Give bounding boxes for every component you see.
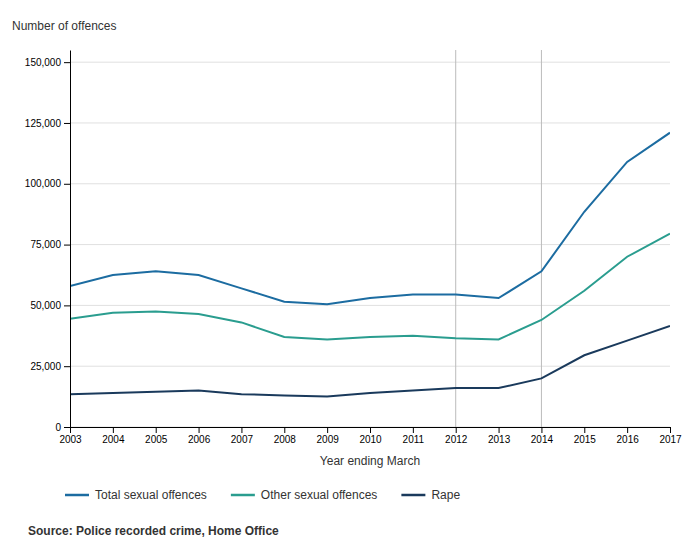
x-tick: 2006 [188,427,211,445]
y-tick-mark [64,123,70,124]
y-tick-label: 0 [55,422,61,433]
grid-line [70,244,670,245]
x-tick-mark [199,427,200,433]
y-tick-mark [64,366,70,367]
x-tick: 2013 [488,427,511,445]
x-tick: 2004 [102,427,125,445]
y-tick-label: 25,000 [30,361,61,372]
grid-line [70,62,670,63]
series-line [70,326,670,397]
y-tick: 0 [55,422,70,433]
x-tick: 2010 [359,427,382,445]
x-tick: 2012 [445,427,468,445]
y-tick: 75,000 [30,239,70,250]
x-tick-mark [456,427,457,433]
x-tick: 2005 [145,427,168,445]
x-tick-label: 2004 [102,434,125,445]
source-note: Source: Police recorded crime, Home Offi… [28,524,279,538]
x-tick: 2008 [274,427,297,445]
legend-label: Rape [431,488,460,502]
x-tick-mark [327,427,328,433]
marks [70,50,670,427]
reference-line [541,50,542,427]
x-tick-label: 2013 [488,434,511,445]
y-tick-mark [64,245,70,246]
y-tick: 150,000 [25,57,70,68]
x-tick-mark [70,427,71,433]
y-tick: 100,000 [25,178,70,189]
x-tick-mark [284,427,285,433]
y-tick-mark [64,184,70,185]
y-tick-mark [64,427,70,428]
x-tick-label: 2012 [445,434,468,445]
x-tick-label: 2015 [574,434,597,445]
grid-line [70,183,670,184]
x-tick-mark [241,427,242,433]
y-tick-label: 150,000 [25,57,62,68]
legend-item: Total sexual offences [65,488,207,502]
x-tick: 2014 [531,427,554,445]
y-tick-label: 50,000 [30,300,61,311]
x-tick: 2003 [59,427,82,445]
x-tick: 2015 [574,427,597,445]
y-axis-title: Number of offences [12,19,117,33]
legend-swatch [65,494,89,497]
y-tick-label: 100,000 [25,178,62,189]
y-tick: 50,000 [30,300,70,311]
plot-area: 2003 2004 2005 2006 2007 2008 2009 2010 2011 2012… [25,50,682,445]
x-tick-label: 2008 [274,434,297,445]
grid-line [70,305,670,306]
x-tick: 2016 [617,427,640,445]
y-tick-label: 75,000 [30,239,61,250]
y-tick-mark [64,305,70,306]
x-tick-label: 2017 [659,434,682,445]
x-tick: 2007 [231,427,254,445]
x-tick-mark [584,427,585,433]
y-tick: 25,000 [30,361,70,372]
x-tick-label: 2010 [359,434,382,445]
legend-item: Rape [401,488,460,502]
legend-item: Other sexual offences [231,488,378,502]
x-axis: 2003 2004 2005 2006 2007 2008 2009 2010 2011 2012… [59,427,682,445]
y-tick: 125,000 [25,118,70,129]
x-tick-mark [413,427,414,433]
x-tick: 2017 [659,427,682,445]
chart: 2003 2004 2005 2006 2007 2008 2009 2010 2011 2012… [0,0,700,557]
x-tick-label: 2009 [317,434,340,445]
y-tick-label: 125,000 [25,118,62,129]
reference-line [455,50,456,427]
legend: Total sexual offences Other sexual offenc… [65,488,460,502]
y-tick-mark [64,62,70,63]
grid-line [70,122,670,123]
series-line [70,234,670,340]
x-tick-label: 2007 [231,434,254,445]
y-axis: 0 25,000 50,000 75,000 100,000 125,000 150,000 [25,51,71,433]
legend-label: Total sexual offences [95,488,207,502]
x-tick: 2011 [403,427,425,445]
x-axis-title: Year ending March [320,454,420,468]
x-tick-label: 2006 [188,434,211,445]
x-tick-mark [541,427,542,433]
x-tick-mark [627,427,628,433]
legend-label: Other sexual offences [261,488,378,502]
x-tick-mark [156,427,157,433]
x-tick-label: 2003 [59,434,82,445]
legend-swatch [231,494,255,497]
x-tick-label: 2005 [145,434,168,445]
x-tick-mark [370,427,371,433]
grid-line [70,366,670,367]
grid [70,62,670,427]
x-tick-mark [113,427,114,433]
y-axis-line [70,51,71,428]
x-tick-label: 2014 [531,434,554,445]
legend-swatch [401,494,425,497]
x-tick-label: 2016 [617,434,640,445]
x-tick-mark [670,427,671,433]
x-tick-mark [499,427,500,433]
x-tick-label: 2011 [403,434,425,445]
series-line [70,133,670,304]
x-tick: 2009 [317,427,340,445]
